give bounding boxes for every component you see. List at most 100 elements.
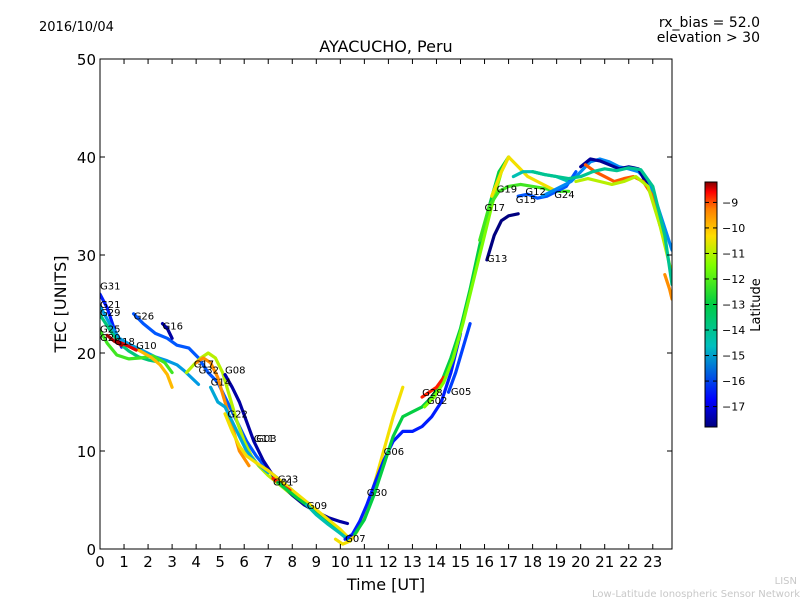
satellite-label-g17: G17 [194,360,214,371]
x-tick-label: 9 [312,553,322,571]
series-line-g29 [100,313,160,364]
satellite-label-g29: G29 [100,308,120,319]
x-tick-label: 4 [191,553,201,571]
satellite-label-g09: G09 [307,501,327,512]
satellite-label-g10: G10 [136,341,156,352]
series-line-g30 [343,331,463,541]
colorbar-tick-label: −17 [722,401,745,414]
series-line-g16 [160,322,174,340]
series-line-g26 [132,312,294,492]
satellite-label-g13: G13 [487,254,507,265]
x-tick-label: 18 [523,553,542,571]
satellite-label-g28: G28 [422,388,442,399]
series-line-g15 [516,170,578,200]
x-tick-label: 22 [619,553,638,571]
series-line-g02 [422,155,511,409]
x-tick-label: 7 [263,553,273,571]
series-line-g07 [333,385,405,546]
satellite-label-g02: G02 [427,396,447,407]
x-tick-label: 2 [143,553,153,571]
x-tick-label: 20 [571,553,590,571]
satellite-label-g03: G03 [256,434,276,445]
colorbar-ticks: −9 −10 −11 −12 −13 −14 −15 −16 −17 [705,196,745,414]
x-tick-label: 14 [427,553,446,571]
y-tick-label: 30 [77,247,96,265]
satellite-label-g18: G18 [114,337,134,348]
series-line-g13 [485,212,520,262]
x-tick-label: 19 [547,553,566,571]
x-axis-label: Time [UT] [346,575,425,594]
satellite-label-g25: G25 [100,324,120,335]
series-line-track-30 [583,163,662,228]
x-tick-label: 15 [451,553,470,571]
satellite-label-g26: G26 [134,312,154,323]
x-tick-label: 3 [167,553,177,571]
satellite-label-g15: G15 [516,195,536,206]
rx-bias-label: rx_bias = 52.0 [659,15,760,31]
satellite-label-g30: G30 [367,488,387,499]
series-line-g28 [420,375,446,399]
y-tick-label: 10 [77,443,96,461]
colorbar-tick-label: −11 [722,247,745,260]
y-tick-label: 40 [77,149,96,167]
satellite-label-g08: G08 [225,366,245,377]
series-line-track-33 [663,273,672,301]
satellite-label-g14: G14 [211,377,231,388]
satellite-label-g20: G20 [100,333,120,344]
x-tick-label: 12 [379,553,398,571]
series-line-g10 [136,348,174,389]
x-tick-label: 5 [215,553,225,571]
satellite-label-g12: G12 [525,187,545,198]
chart-title: AYACUCHO, Peru [319,37,452,56]
footer-network: Low-Latitude Ionospheric Sensor Network [592,589,800,600]
series-line-g09 [305,503,350,541]
series-layer [100,155,672,546]
satellite-label-g17: G17 [485,203,505,214]
y-tick-label: 0 [86,541,96,559]
colorbar-tick-label: −10 [722,222,745,235]
satellite-label-g07: G07 [345,534,365,545]
series-line-track-31 [574,175,672,277]
colorbar-tick-label: −14 [722,324,745,337]
plot-frame [99,58,673,550]
axis-ticks: 0 1 2 3 4 5 6 7 8 9 10 11 12 13 14 15 16 17 18 19 20 21 22 2301… [77,51,672,571]
y-tick-label: 20 [77,345,96,363]
satellite-label-g22: G22 [227,410,247,421]
series-line-g05 [446,322,472,394]
colorbar-tick-label: −13 [722,299,745,312]
colorbar-tick-label: −16 [722,375,745,388]
colorbar-tick-label: −12 [722,273,745,286]
satellite-label-g11: G11 [254,434,274,445]
x-tick-label: 10 [331,553,350,571]
satellite-label-g23: G23 [278,474,298,485]
y-axis-label: TEC [UNITS] [51,256,70,354]
series-line-g23 [105,333,124,347]
x-tick-label: 17 [499,553,518,571]
satellite-label-g05: G05 [451,387,471,398]
series-line-g25 [100,328,174,375]
satellite-label-g06: G06 [384,447,404,458]
x-tick-label: 11 [355,553,374,571]
x-tick-label: 0 [95,553,105,571]
satellite-label-g24: G24 [554,190,574,201]
satellite-label-g21: G21 [100,300,120,311]
colorbar-label: Latitude [749,278,764,332]
date-label: 2016/10/04 [39,20,114,35]
colorbar-tick-label: −15 [722,350,745,363]
satellite-label-g19: G19 [497,184,517,195]
x-tick-label: 6 [239,553,249,571]
x-tick-label: 8 [287,553,297,571]
y-tick-label: 50 [77,51,96,69]
x-tick-label: 1 [119,553,129,571]
series-line-g22 [223,412,352,541]
satellite-label-g32: G32 [199,366,219,377]
elevation-label: elevation > 30 [657,30,760,46]
x-tick-label: 21 [595,553,614,571]
x-tick-label: 23 [643,553,662,571]
x-tick-label: 13 [403,553,422,571]
x-tick-label: 16 [475,553,494,571]
colorbar-tick-label: −9 [722,196,738,209]
satellite-label-g01: G01 [273,477,293,488]
footer-lisn: LISN [775,576,797,587]
